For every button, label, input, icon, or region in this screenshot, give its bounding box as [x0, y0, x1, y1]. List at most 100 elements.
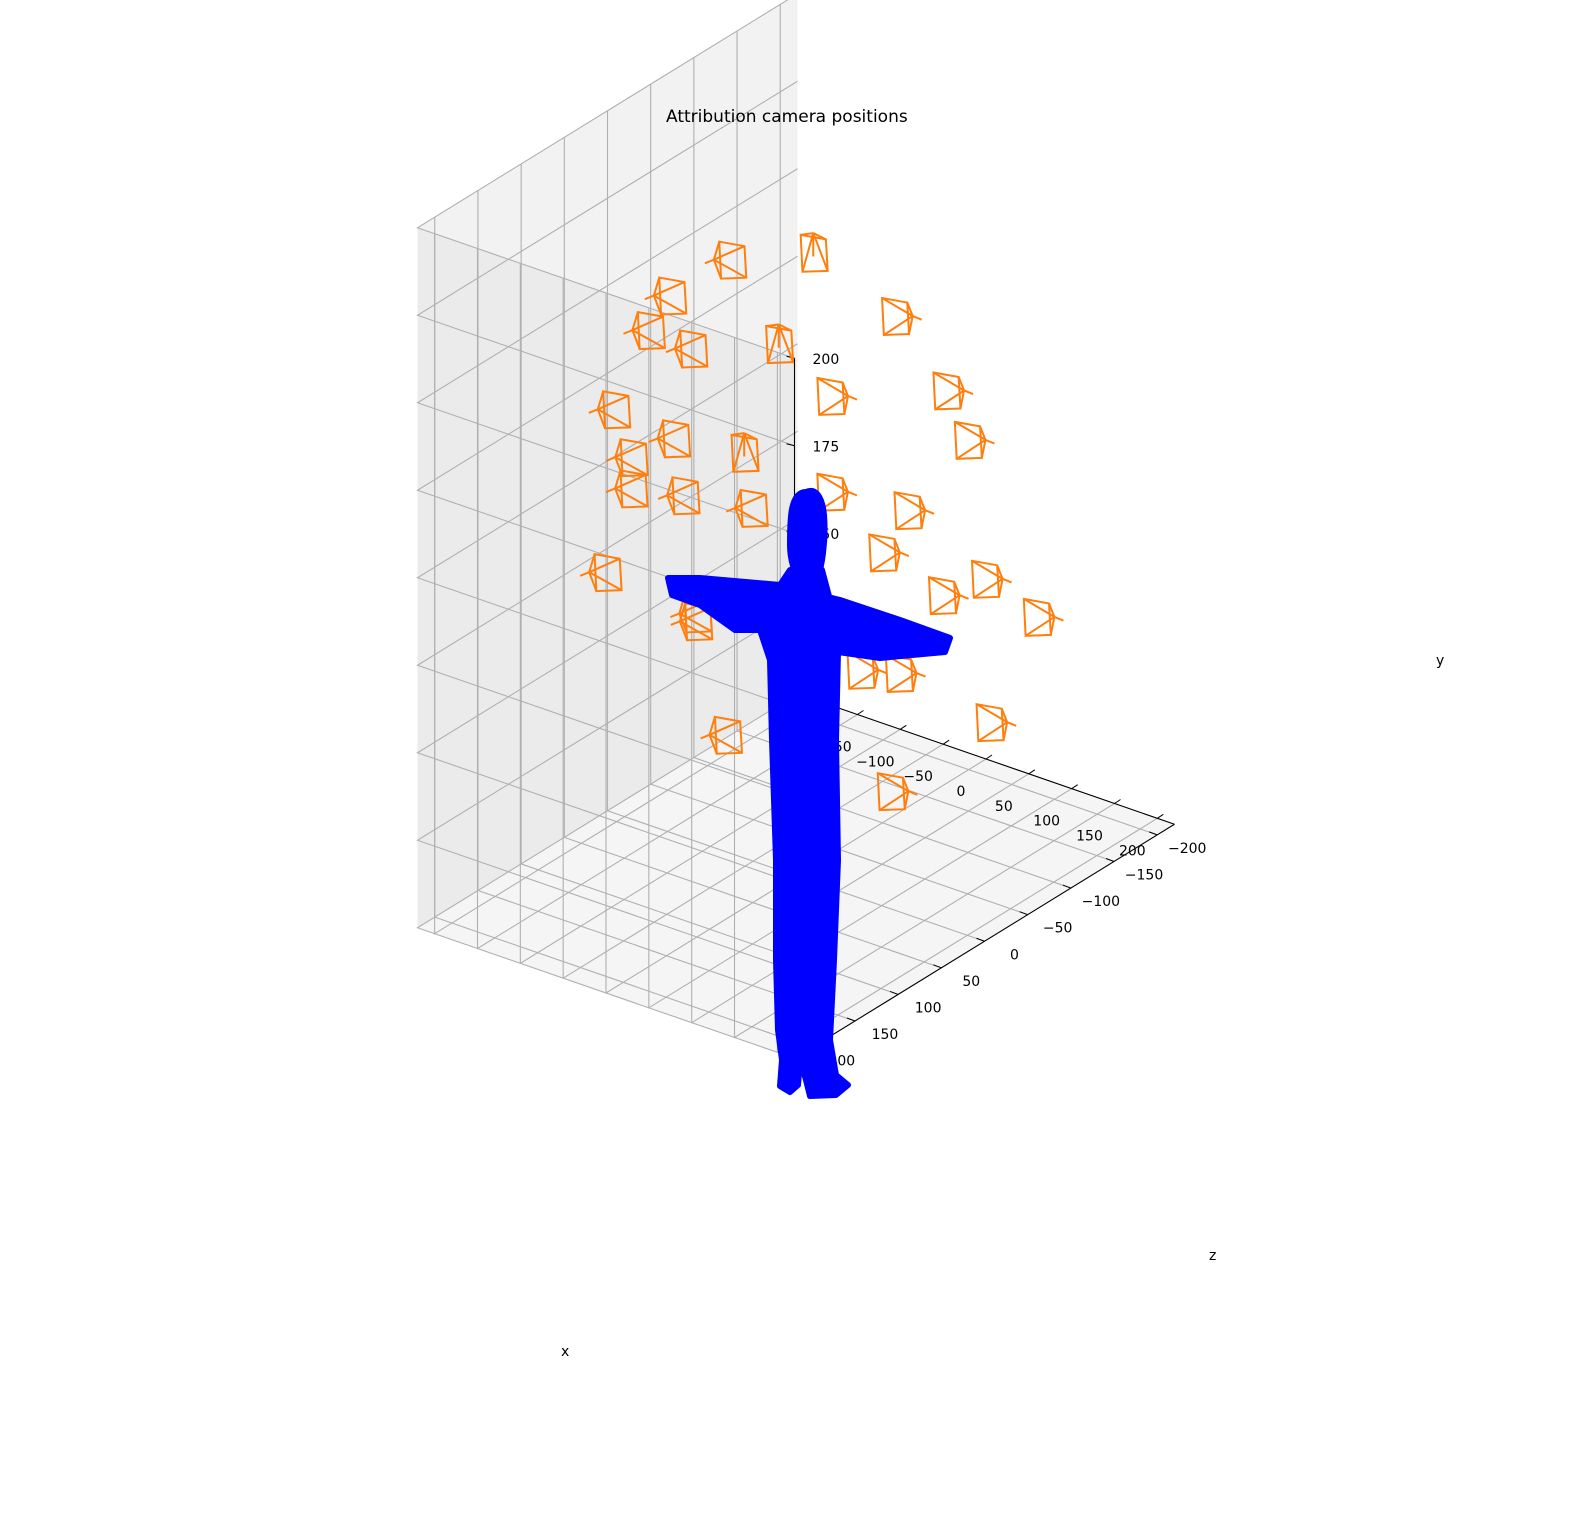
camera-axis	[700, 733, 710, 740]
camera-frustum	[970, 559, 1012, 599]
camera-frustum	[644, 276, 688, 316]
camera-axis	[963, 389, 974, 396]
camera-edge	[631, 311, 639, 331]
z-tick-label: −150	[1125, 867, 1163, 883]
camera-edge	[588, 571, 623, 592]
camera-edge	[614, 474, 647, 490]
camera-frustum	[975, 702, 1017, 743]
z-tick-label: 150	[872, 1027, 899, 1043]
camera-frustum	[648, 419, 692, 459]
camera-edge	[895, 509, 926, 530]
camera-axis	[704, 258, 715, 265]
x-tick-label: 50	[995, 799, 1013, 815]
camera-edge	[596, 391, 605, 410]
camera-axis	[916, 672, 926, 678]
camera-frustum	[932, 371, 974, 411]
camera-frustum	[588, 390, 632, 430]
camera-edge	[666, 477, 674, 496]
camera-edge	[816, 377, 849, 397]
camera-edge	[812, 232, 829, 272]
camera-edge	[713, 245, 745, 261]
camera-frustum	[665, 329, 709, 369]
camera-edge	[911, 672, 918, 692]
camera-frustum	[765, 323, 795, 365]
camera-frustum	[657, 476, 701, 516]
camera-edge	[980, 439, 987, 459]
camera-edge	[1023, 598, 1055, 618]
camera-frustum	[868, 533, 910, 573]
camera-edge	[678, 620, 688, 641]
z-tick-label: −200	[1168, 841, 1206, 857]
figure-head	[787, 488, 828, 583]
camera-axis	[657, 494, 668, 500]
camera-edge	[734, 507, 769, 527]
x-tick-mark	[1114, 799, 1121, 804]
y-tick-mark	[786, 443, 795, 447]
camera-edge	[848, 668, 879, 690]
camera-frustum	[893, 490, 935, 531]
camera-edge	[930, 594, 961, 615]
camera-axis	[1054, 615, 1064, 622]
camera-edge	[910, 659, 918, 674]
camera-axis	[847, 490, 858, 497]
camera-frustum	[730, 432, 760, 473]
grid-line-y	[416, 430, 798, 797]
camera-frame	[932, 371, 962, 411]
camera-edge	[653, 281, 685, 297]
camera-edge	[812, 232, 827, 241]
camera-axis	[877, 668, 888, 675]
camera-edge	[597, 394, 629, 411]
camera-edge	[868, 533, 901, 554]
camera-edge	[954, 421, 986, 441]
camera-axis	[605, 456, 616, 462]
camera-frame	[927, 576, 958, 616]
camera-edge	[614, 456, 649, 477]
camera-edge	[712, 241, 721, 260]
camera-frustum	[881, 296, 923, 336]
camera-axis	[588, 408, 599, 414]
camera-edge	[973, 577, 1004, 599]
camera-axis	[579, 571, 590, 577]
z-axis-label: z	[1209, 1248, 1216, 1264]
camera-edge	[734, 489, 742, 509]
camera-edge	[883, 315, 914, 336]
z-tick-mark	[1149, 831, 1158, 836]
camera-edge	[979, 426, 987, 441]
camera-edge	[766, 324, 780, 364]
camera-edge	[614, 470, 622, 489]
camera-axis	[985, 438, 995, 445]
camera-edge	[1025, 616, 1055, 637]
x-tick-mark	[942, 739, 950, 745]
camera-edge	[673, 348, 684, 368]
camera-axis	[670, 620, 681, 626]
camera-edge	[666, 494, 701, 515]
x-tick-label: 200	[1119, 843, 1146, 859]
camera-axis	[623, 329, 633, 335]
camera-edge	[597, 408, 631, 429]
camera-edge	[708, 734, 718, 755]
camera-markers	[579, 232, 1064, 812]
camera-frame	[868, 533, 898, 573]
camera-frustum	[816, 376, 858, 416]
camera-edge	[656, 420, 665, 439]
camera-edge	[674, 334, 706, 350]
camera-edge	[657, 423, 689, 440]
camera-edge	[918, 496, 927, 511]
camera-edge	[673, 330, 682, 349]
camera-frustum	[605, 438, 649, 478]
camera-axis	[1002, 577, 1012, 584]
camera-frustum	[799, 232, 829, 273]
camera-edge	[800, 232, 814, 236]
camera-axis	[648, 437, 659, 443]
x-tick-label: 150	[1076, 828, 1103, 844]
x-tick-mark	[1157, 813, 1164, 819]
x-tick-label: 100	[1033, 814, 1060, 830]
camera-edge	[614, 487, 649, 508]
camera-edge	[1002, 721, 1009, 741]
camera-frame	[975, 702, 1005, 743]
figure-body-silhouette	[665, 575, 953, 1099]
camera-frame	[884, 653, 914, 693]
camera-edge	[743, 432, 758, 441]
camera-edge	[887, 672, 918, 693]
